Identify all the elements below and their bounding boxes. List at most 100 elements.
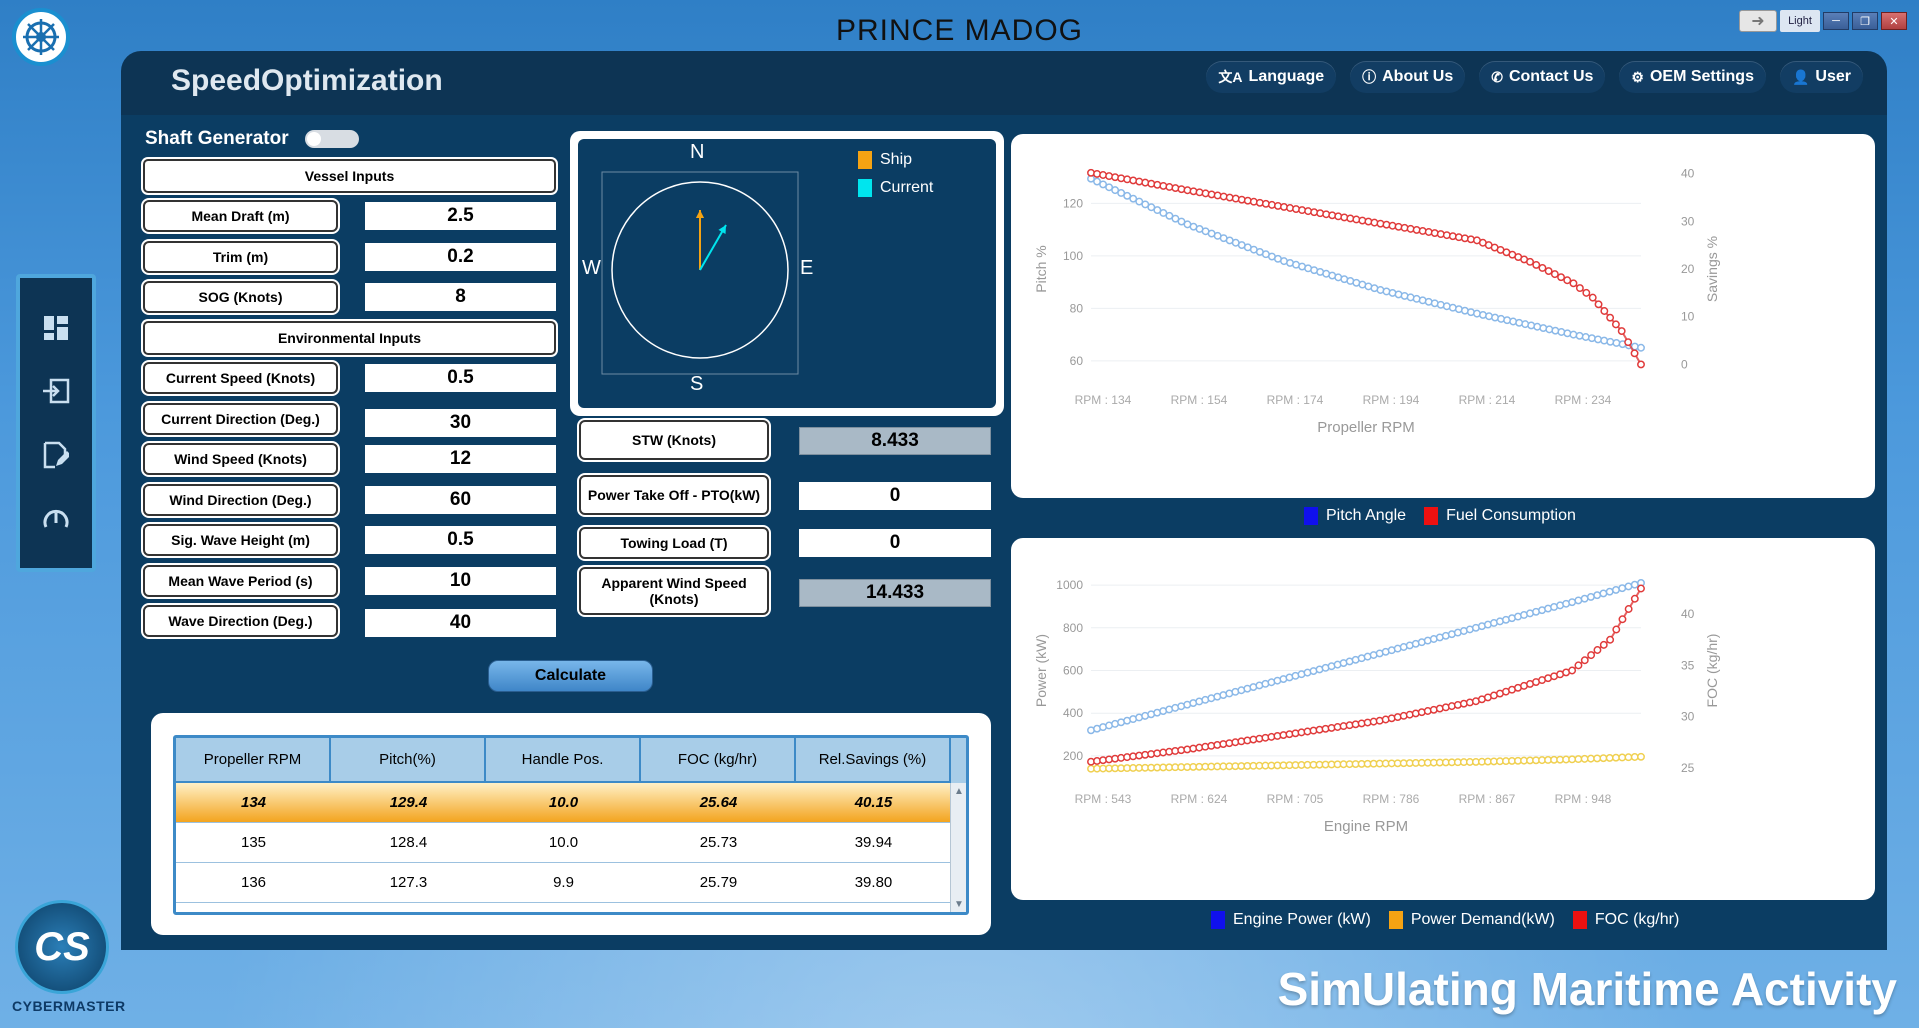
calculate-button[interactable]: Calculate xyxy=(488,660,653,692)
fuel-consumption-point xyxy=(1532,260,1541,269)
compass-legend: Ship Current xyxy=(858,151,933,197)
close-button[interactable]: ✕ xyxy=(1881,12,1907,30)
contact-us-button[interactable]: ✆ Contact Us xyxy=(1479,61,1606,93)
login-icon[interactable] xyxy=(39,374,73,408)
pitch-angle-point xyxy=(1159,209,1168,217)
current-arrow-head xyxy=(718,224,726,234)
x-tick-label: RPM : 174 xyxy=(1267,393,1324,407)
cell: 126.2 xyxy=(331,903,486,912)
foc-kg-hr-point xyxy=(1587,651,1596,660)
y2-tick-label: 25 xyxy=(1681,761,1695,775)
speed-gauge-icon[interactable] xyxy=(39,501,73,535)
x-tick-label: RPM : 214 xyxy=(1459,393,1516,407)
foc-kg-hr-point xyxy=(1624,605,1633,613)
app-name: SpeedOptimization xyxy=(171,64,443,97)
wave-height-field[interactable]: 0.5 xyxy=(365,526,556,554)
legend-pitch-label: Pitch Angle xyxy=(1326,507,1407,524)
wave-period-field[interactable]: 10 xyxy=(365,567,556,595)
company-logo-text: CS xyxy=(34,924,90,969)
ship-wheel-icon xyxy=(23,19,59,55)
pitch-angle-point xyxy=(1587,334,1596,343)
fuel-consumption-point xyxy=(1606,313,1615,322)
current-direction-label: Current Direction (Deg.) xyxy=(143,403,338,435)
x-tick-label: RPM : 624 xyxy=(1171,792,1228,806)
cell: 39.80 xyxy=(854,874,893,891)
x-tick-label: RPM : 194 xyxy=(1363,393,1420,407)
compass-south: S xyxy=(690,373,704,395)
theme-toggle[interactable]: Light xyxy=(1780,10,1820,32)
table-row[interactable]: 137 126.2 9.9 25.86 39.64 xyxy=(176,903,966,912)
power-demand-kw-point xyxy=(1637,752,1645,761)
engine-power-kw-point xyxy=(1630,580,1639,589)
foc-swatch xyxy=(1572,911,1587,929)
cell: 129.4 xyxy=(389,794,428,811)
table-row-selected[interactable]: 134 129.4 10.0 25.64 40.15 xyxy=(176,783,966,823)
wind-direction-field[interactable]: 60 xyxy=(365,486,556,514)
compass-east: E xyxy=(800,257,814,279)
power-demand-kw-point xyxy=(1574,755,1583,764)
current-direction-field[interactable]: 30 xyxy=(365,409,556,437)
phone-icon: ✆ xyxy=(1491,68,1503,85)
contact-us-label: Contact Us xyxy=(1508,68,1594,85)
table-header: Propeller RPM Pitch(%) Handle Pos. FOC (… xyxy=(176,738,966,783)
foc-kg-hr-point xyxy=(1568,666,1577,675)
current-speed-field[interactable]: 0.5 xyxy=(365,364,556,392)
fuel-consumption-point xyxy=(1617,327,1626,335)
y2-tick-label: 40 xyxy=(1681,607,1695,621)
cell: 10.0 xyxy=(548,794,579,811)
shaft-generator-toggle[interactable] xyxy=(304,130,359,148)
company-brand: CS CYBERMASTER xyxy=(12,900,125,1014)
y2-axis-label: FOC (kg/hr) xyxy=(1704,634,1720,708)
oem-settings-button[interactable]: ⚙ OEM Settings xyxy=(1619,61,1766,93)
minimize-button[interactable]: ─ xyxy=(1823,12,1849,30)
x-tick-label: RPM : 867 xyxy=(1459,792,1516,806)
cell: 9.9 xyxy=(486,903,641,912)
fuel-consumption-point xyxy=(1630,349,1639,358)
cell: 25.64 xyxy=(699,794,738,811)
wind-direction-label: Wind Direction (Deg.) xyxy=(143,484,338,516)
theme-arrow-icon[interactable]: ➜ xyxy=(1739,10,1777,32)
towing-load-field[interactable]: 0 xyxy=(799,529,991,557)
company-logo: CS xyxy=(15,900,109,994)
col-rel-savings: Rel.Savings (%) xyxy=(796,738,951,783)
pitch-angle-point xyxy=(1177,217,1186,226)
restore-button[interactable]: ❐ xyxy=(1852,12,1878,30)
dashboard-icon[interactable] xyxy=(39,311,73,345)
wave-direction-label: Wave Direction (Deg.) xyxy=(143,605,338,637)
user-button[interactable]: 👤 User xyxy=(1779,61,1863,93)
pitch-angle-point xyxy=(1581,333,1590,341)
y-tick-label: 200 xyxy=(1063,749,1083,763)
fuel-consumption-point xyxy=(1588,293,1597,302)
power-demand-swatch xyxy=(1388,911,1403,929)
language-button[interactable]: 文A Language xyxy=(1206,61,1337,93)
trim-field[interactable]: 0.2 xyxy=(365,243,556,271)
scroll-down-icon[interactable]: ▼ xyxy=(954,898,964,910)
legend-foc: FOC (kg/hr) xyxy=(1572,911,1679,929)
vessel-inputs-header: Vessel Inputs xyxy=(143,159,556,193)
col-handle-pos: Handle Pos. xyxy=(486,738,641,783)
table-row[interactable]: 136 127.3 9.9 25.79 39.80 xyxy=(176,863,966,903)
engine-power-kw-point xyxy=(1568,598,1577,607)
legend-power-demand: Power Demand(kW) xyxy=(1388,911,1555,929)
apparent-wind-label: Apparent Wind Speed (Knots) xyxy=(579,567,769,615)
wave-direction-field[interactable]: 40 xyxy=(365,609,556,637)
foc-kg-hr-point xyxy=(1612,625,1621,634)
edit-document-icon[interactable] xyxy=(39,438,73,472)
fuel-consumption-series-line xyxy=(1090,171,1642,365)
pto-field[interactable]: 0 xyxy=(799,482,991,510)
about-us-button[interactable]: ⓘ About Us xyxy=(1350,61,1466,93)
table-scrollbar[interactable]: ▲ ▼ xyxy=(950,783,966,912)
power-demand-kw-point xyxy=(1611,753,1620,762)
y-axis-label: Power (kW) xyxy=(1033,634,1049,707)
mean-draft-field[interactable]: 2.5 xyxy=(365,202,556,230)
trim-label: Trim (m) xyxy=(143,241,338,273)
table-row[interactable]: 135 128.4 10.0 25.73 39.94 xyxy=(176,823,966,863)
legend-current-label: Current xyxy=(880,179,934,196)
cell: 127.3 xyxy=(389,874,428,891)
sog-label: SOG (Knots) xyxy=(143,281,338,313)
scroll-up-icon[interactable]: ▲ xyxy=(954,785,964,797)
power-demand-kw-point xyxy=(1618,753,1627,762)
results-table: Propeller RPM Pitch(%) Handle Pos. FOC (… xyxy=(173,735,969,915)
sog-field[interactable]: 8 xyxy=(365,283,556,311)
wind-speed-field[interactable]: 12 xyxy=(365,445,556,473)
